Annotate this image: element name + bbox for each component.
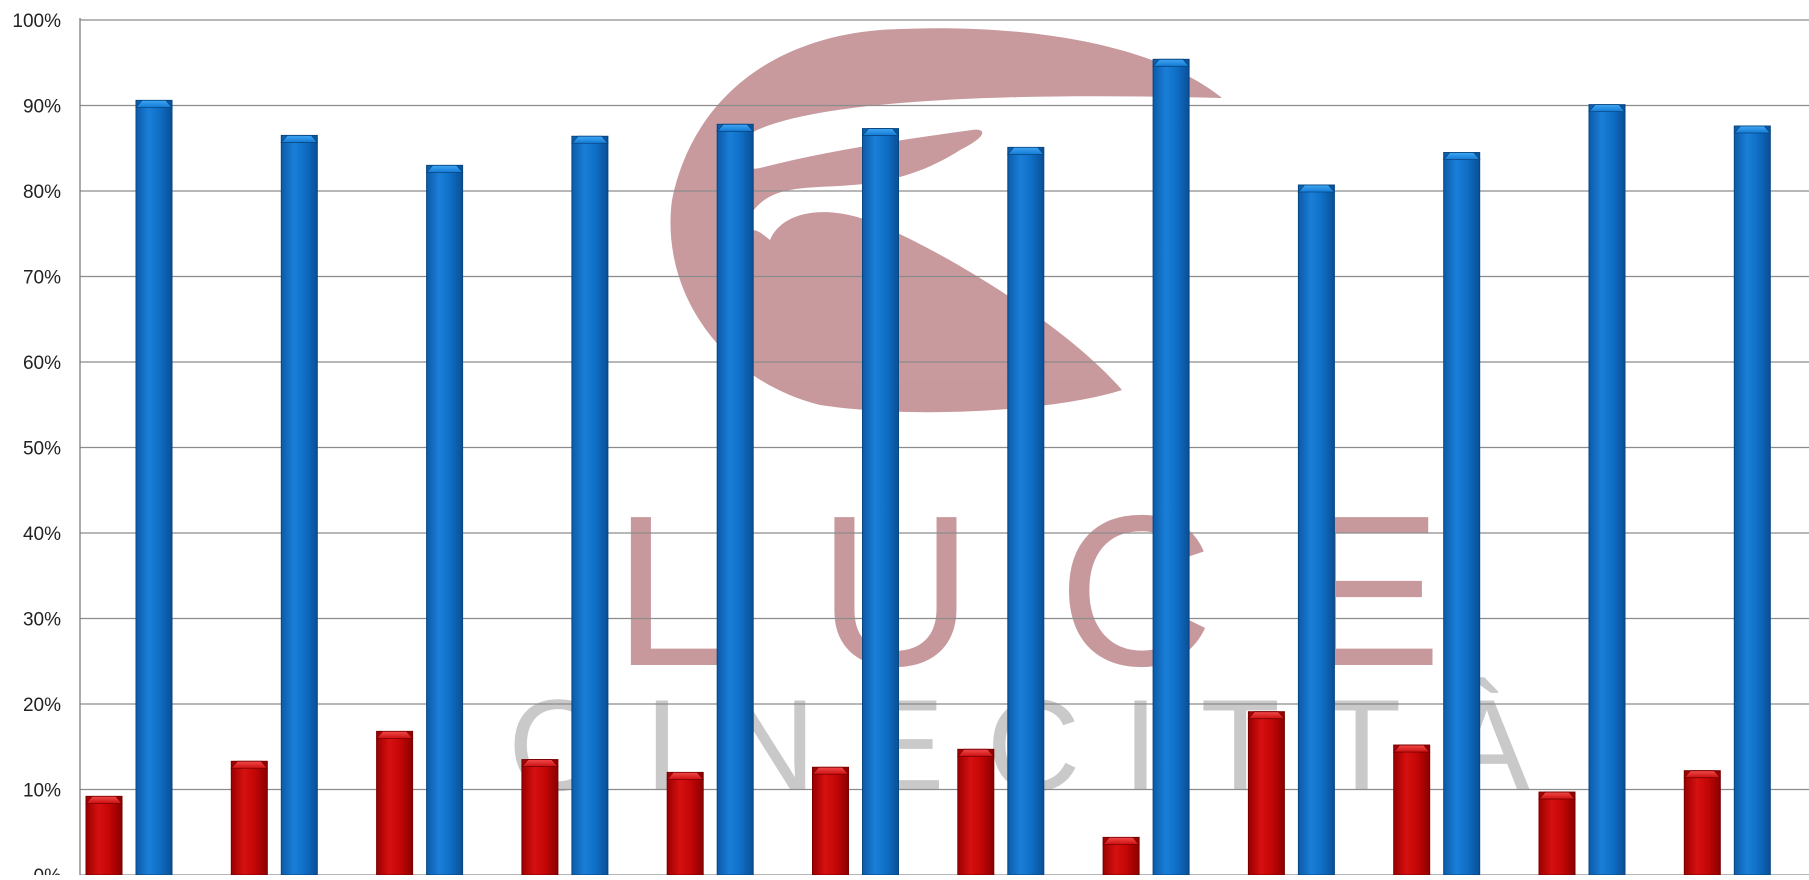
- red-bar-cap: [1392, 744, 1431, 753]
- red-bar-5: [666, 771, 705, 876]
- red-bar-cap: [521, 759, 559, 767]
- y-tick-label: 0%: [34, 866, 62, 875]
- red-bar-body: [1247, 711, 1285, 876]
- blue-bar-body: [1733, 125, 1771, 876]
- blue-bar-cap: [1733, 125, 1772, 134]
- blue-bar-12: [1733, 125, 1772, 876]
- blue-bar-7: [1006, 146, 1045, 876]
- blue-bar-body: [1007, 146, 1045, 876]
- blue-bar-10: [1442, 152, 1481, 876]
- blue-bar-cap: [716, 123, 755, 132]
- blue-bar-body: [1152, 58, 1190, 876]
- blue-bar-body: [426, 164, 464, 876]
- red-bar-body: [230, 760, 268, 876]
- red-bar-7: [956, 748, 995, 876]
- red-bar-4: [521, 759, 559, 876]
- blue-bar-body: [571, 135, 609, 876]
- y-tick-label: 60%: [23, 353, 61, 374]
- red-bar-12: [1683, 770, 1722, 876]
- grid-lines: [80, 19, 1809, 876]
- blue-bar-cap: [1588, 104, 1626, 113]
- y-tick-label: 90%: [23, 97, 61, 118]
- y-tick-label: 30%: [23, 610, 61, 631]
- blue-bar-body: [1588, 104, 1626, 876]
- red-bar-cap: [230, 760, 269, 769]
- red-bar-10: [1392, 744, 1431, 876]
- blue-bar-body: [716, 123, 754, 876]
- red-bar-body: [957, 748, 995, 876]
- red-bar-body: [1683, 770, 1721, 876]
- blue-bar-body: [135, 99, 173, 876]
- y-tick-label: 20%: [23, 695, 61, 716]
- red-bar-cap: [1683, 770, 1722, 779]
- blue-bar-cap: [280, 135, 319, 143]
- blue-bar-cap: [135, 99, 173, 108]
- red-bar-cap: [666, 772, 705, 780]
- y-tick-label: 70%: [23, 268, 61, 289]
- blue-bar-4: [571, 135, 609, 876]
- blue-bar-9: [1297, 184, 1336, 876]
- blue-bar-3: [425, 164, 464, 876]
- red-bar-body: [85, 795, 123, 876]
- blue-bar-body: [280, 134, 318, 876]
- red-bar-3: [375, 730, 414, 876]
- red-bar-body: [1538, 791, 1576, 876]
- blue-bar-cap: [571, 135, 609, 144]
- red-bar-cap: [375, 730, 414, 739]
- y-axis-tick-labels: 0% 10% 20% 30% 40% 50% 60% 70% 80% 90% 100%: [12, 11, 62, 880]
- y-tick-label: 40%: [23, 524, 61, 545]
- y-tick-label: 80%: [23, 182, 61, 203]
- red-bar-cap: [1247, 711, 1286, 720]
- blue-bar-cap: [425, 164, 464, 173]
- blue-bar-1: [135, 99, 173, 876]
- red-bar-2: [230, 760, 269, 876]
- blue-bar-cap: [1297, 184, 1336, 193]
- red-bar-body: [376, 730, 414, 876]
- blue-bar-body: [862, 128, 899, 876]
- red-bar-6: [811, 766, 850, 876]
- blue-bar-cap: [1006, 146, 1045, 155]
- blue-bar-cap: [1152, 58, 1190, 67]
- red-bar-body: [1393, 744, 1431, 876]
- y-tick-label: 50%: [23, 439, 61, 460]
- red-bar-9: [1247, 711, 1286, 876]
- bars: [85, 58, 1772, 876]
- red-bar-cap: [85, 795, 123, 804]
- red-bar-8: [1102, 836, 1140, 876]
- watermark-swoosh-shape: [670, 28, 1222, 413]
- blue-bar-8: [1152, 58, 1190, 876]
- blue-bar-5: [716, 123, 755, 876]
- red-bar-11: [1538, 791, 1576, 876]
- red-bar-cap: [956, 748, 995, 757]
- red-bar-1: [85, 795, 123, 876]
- y-tick-label: 100%: [12, 11, 61, 32]
- red-bar-cap: [1538, 791, 1576, 800]
- y-tick-label: 10%: [23, 781, 61, 802]
- red-bar-body: [666, 771, 704, 876]
- red-bar-cap: [811, 766, 850, 775]
- red-bar-body: [812, 766, 849, 876]
- blue-bar-11: [1588, 104, 1626, 876]
- blue-bar-body: [1297, 184, 1335, 876]
- red-bar-cap: [1102, 836, 1140, 845]
- blue-bar-cap: [1442, 152, 1481, 160]
- blue-bar-2: [280, 134, 319, 876]
- red-bar-body: [521, 759, 559, 876]
- blue-bar-cap: [861, 128, 900, 136]
- blue-bar-6: [861, 128, 900, 876]
- blue-bar-body: [1443, 152, 1481, 876]
